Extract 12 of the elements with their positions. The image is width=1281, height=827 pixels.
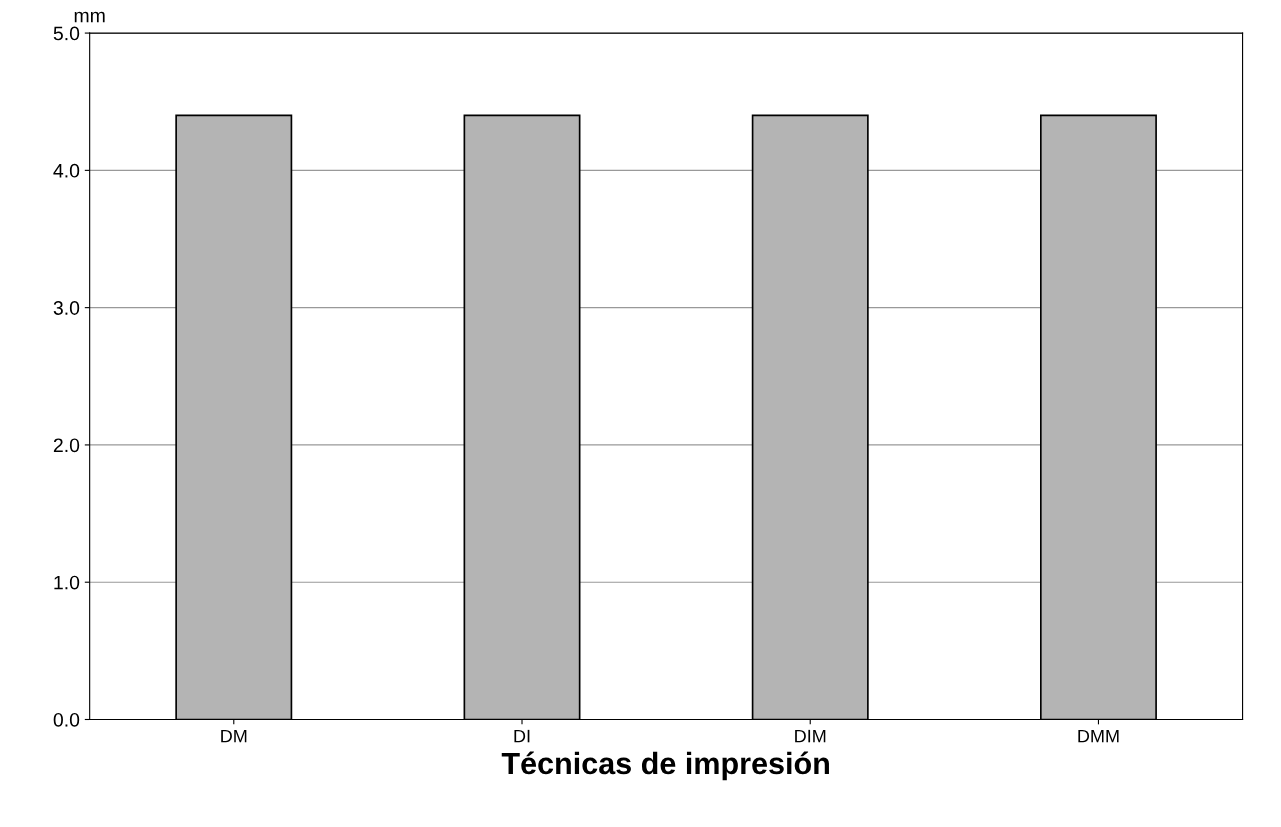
y-tick-label: 5.0 bbox=[53, 26, 80, 41]
x-tick-label: DIM bbox=[795, 729, 826, 743]
x-tick-label: DM bbox=[221, 729, 247, 743]
y-axis-title: mm bbox=[74, 11, 105, 23]
y-tick-label: 4.0 bbox=[53, 163, 80, 178]
x-tick-label: DMM bbox=[1078, 729, 1119, 743]
y-tick-label: 1.0 bbox=[54, 575, 80, 590]
y-tick-label: 0.0 bbox=[53, 712, 80, 727]
x-axis-title: Técnicas de impresión bbox=[501, 751, 829, 781]
x-tick-label: DI bbox=[514, 729, 530, 743]
y-tick-label: 3.0 bbox=[53, 301, 80, 315]
y-tick-label: 2.0 bbox=[53, 438, 80, 453]
